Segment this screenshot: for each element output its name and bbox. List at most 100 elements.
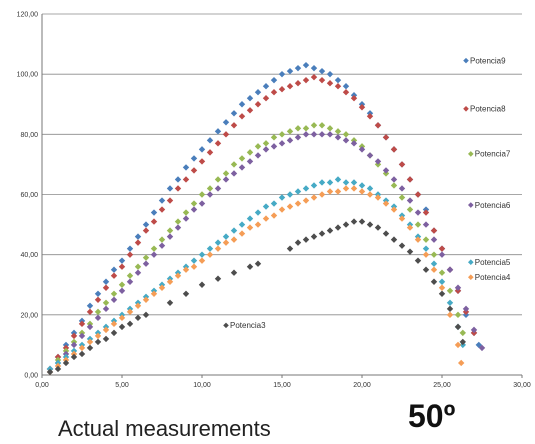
data-point	[270, 212, 278, 219]
data-point	[262, 83, 270, 90]
legend-marker	[468, 274, 474, 281]
data-point	[206, 185, 214, 192]
data-point	[206, 191, 214, 198]
data-point	[438, 251, 446, 258]
data-point	[414, 209, 422, 216]
data-point	[166, 197, 174, 204]
data-point	[342, 185, 350, 192]
data-point	[46, 368, 54, 376]
data-point	[86, 323, 94, 331]
data-point	[62, 359, 70, 367]
data-point	[422, 251, 430, 258]
y-tick-label: 20,00	[20, 312, 38, 319]
data-point	[198, 158, 206, 165]
legend-entry: Potencia3	[223, 321, 266, 330]
data-point	[294, 200, 302, 207]
data-point	[94, 332, 102, 340]
data-point	[198, 146, 206, 153]
x-tick-label: 0,00	[35, 382, 49, 389]
data-point	[86, 338, 94, 346]
data-point	[86, 302, 94, 310]
data-point	[294, 188, 302, 195]
data-point	[446, 305, 454, 313]
data-point	[118, 263, 126, 270]
data-point	[198, 191, 206, 198]
data-point	[374, 194, 382, 201]
data-point	[366, 221, 374, 228]
data-point	[254, 260, 262, 267]
data-point	[214, 239, 222, 246]
data-point	[358, 218, 366, 225]
data-point	[422, 245, 430, 252]
data-point	[214, 128, 222, 135]
data-point	[310, 233, 318, 240]
data-point	[334, 188, 342, 195]
data-point	[334, 224, 342, 231]
data-point	[102, 326, 110, 334]
legend-label: Potencia6	[475, 201, 511, 210]
x-tick-label: 30,00	[513, 382, 531, 389]
data-point	[126, 320, 134, 328]
data-point	[406, 206, 414, 213]
data-point	[278, 131, 286, 138]
data-point	[214, 245, 222, 252]
data-point	[398, 185, 406, 192]
data-point	[270, 89, 278, 96]
legend-entry: Potencia4	[468, 273, 511, 282]
data-point	[326, 179, 334, 186]
data-point	[294, 134, 302, 141]
data-point	[110, 290, 118, 297]
data-point	[222, 176, 230, 183]
data-point	[190, 206, 198, 213]
data-point	[286, 67, 294, 75]
data-point	[150, 209, 158, 216]
data-point	[294, 64, 302, 72]
data-point	[326, 70, 334, 78]
data-point	[110, 266, 118, 273]
data-point	[454, 311, 462, 319]
data-point	[302, 76, 310, 84]
data-point	[358, 146, 366, 153]
data-point	[430, 266, 438, 273]
data-point	[222, 233, 230, 240]
data-point	[118, 257, 126, 264]
data-point	[78, 350, 86, 358]
data-point	[318, 76, 326, 84]
data-point	[382, 230, 390, 237]
data-point	[142, 311, 150, 319]
data-point	[406, 176, 414, 183]
data-point	[246, 158, 254, 165]
data-point	[110, 296, 118, 303]
data-point	[342, 89, 350, 96]
data-point	[150, 251, 158, 258]
data-point	[454, 284, 462, 291]
data-point	[198, 257, 206, 264]
data-point	[86, 308, 94, 316]
data-point	[270, 134, 278, 141]
data-point	[446, 266, 454, 273]
data-point	[230, 122, 238, 129]
data-point	[430, 227, 438, 234]
data-point	[134, 269, 142, 276]
data-point	[118, 314, 126, 322]
data-point	[294, 125, 302, 132]
data-point	[374, 224, 382, 231]
data-point	[206, 251, 214, 258]
data-point	[430, 236, 438, 243]
data-point	[94, 308, 102, 316]
data-point	[334, 83, 342, 90]
data-point	[230, 236, 238, 243]
data-point	[254, 221, 262, 228]
data-point	[158, 242, 166, 249]
data-point	[222, 239, 230, 246]
data-point	[182, 164, 190, 171]
data-point	[54, 365, 62, 373]
series-potencia6	[46, 131, 486, 373]
x-tick-label: 20,00	[353, 382, 371, 389]
y-tick-label: 60,00	[20, 192, 38, 199]
series-potencia4	[46, 185, 465, 376]
y-axis-ticks: 0,00 20,00 40,00 60,00 80,00 100,00 120,00	[17, 12, 39, 380]
data-point	[110, 272, 118, 279]
data-point	[238, 113, 246, 120]
data-point	[390, 182, 398, 189]
